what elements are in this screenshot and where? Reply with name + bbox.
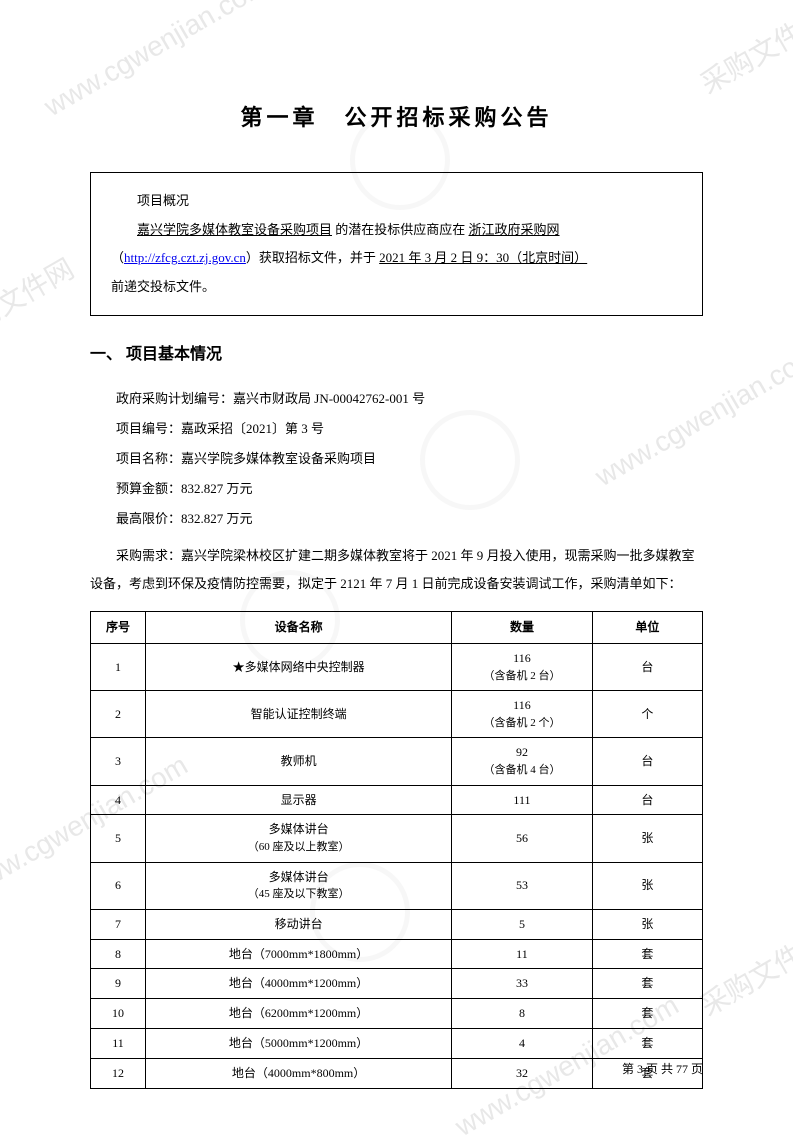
cell-seq: 9 — [91, 969, 146, 999]
overview-text: 嘉兴学院多媒体教室设备采购项目 的潜在投标供应商应在 浙江政府采购网 — [111, 216, 682, 245]
cell-name: 地台（4000mm*800mm） — [146, 1058, 452, 1088]
overview-project-name: 嘉兴学院多媒体教室设备采购项目 — [137, 222, 332, 237]
cell-unit: 套 — [592, 1028, 702, 1058]
cell-unit: 张 — [592, 909, 702, 939]
cell-unit: 台 — [592, 644, 702, 691]
cell-name: 多媒体讲台（45 座及以下教室） — [146, 862, 452, 909]
procurement-link[interactable]: http://zfcg.czt.zj.gov.cn — [124, 250, 246, 265]
cell-name: 教师机 — [146, 738, 452, 785]
proj-name-line: 项目名称：嘉兴学院多媒体教室设备采购项目 — [90, 444, 703, 474]
th-unit: 单位 — [592, 612, 702, 644]
cell-unit: 张 — [592, 815, 702, 862]
cell-qty: 8 — [452, 999, 593, 1029]
project-info: 政府采购计划编号：嘉兴市财政局 JN-00042762-001 号 项目编号：嘉… — [90, 384, 703, 533]
budget-line: 预算金额：832.827 万元 — [90, 474, 703, 504]
cell-seq: 4 — [91, 785, 146, 815]
cell-seq: 8 — [91, 939, 146, 969]
table-row: 4显示器111台 — [91, 785, 703, 815]
cell-seq: 6 — [91, 862, 146, 909]
cell-qty: 92（含备机 4 台） — [452, 738, 593, 785]
cell-unit: 套 — [592, 999, 702, 1029]
requirement-text: 采购需求：嘉兴学院梁林校区扩建二期多媒体教室将于 2021 年 9 月投入使用，… — [90, 542, 703, 599]
th-qty: 数量 — [452, 612, 593, 644]
cell-name: 移动讲台 — [146, 909, 452, 939]
table-row: 3教师机92（含备机 4 台）台 — [91, 738, 703, 785]
cell-qty: 111 — [452, 785, 593, 815]
cell-seq: 12 — [91, 1058, 146, 1088]
cell-name: 地台（4000mm*1200mm） — [146, 969, 452, 999]
cell-unit: 套 — [592, 969, 702, 999]
table-row: 7移动讲台5张 — [91, 909, 703, 939]
table-row: 5多媒体讲台（60 座及以上教室）56张 — [91, 815, 703, 862]
cell-unit: 套 — [592, 1058, 702, 1088]
cell-seq: 2 — [91, 691, 146, 738]
cell-name: 显示器 — [146, 785, 452, 815]
cell-name: 智能认证控制终端 — [146, 691, 452, 738]
table-row: 6多媒体讲台（45 座及以下教室）53张 — [91, 862, 703, 909]
cell-name: ★多媒体网络中央控制器 — [146, 644, 452, 691]
section-1-heading: 一、 项目基本情况 — [90, 340, 703, 364]
cell-qty: 5 — [452, 909, 593, 939]
max-line: 最高限价：832.827 万元 — [90, 504, 703, 534]
cell-qty: 53 — [452, 862, 593, 909]
cell-qty: 116（含备机 2 台） — [452, 644, 593, 691]
cell-unit: 台 — [592, 738, 702, 785]
table-row: 9地台（4000mm*1200mm）33套 — [91, 969, 703, 999]
cell-name: 地台（7000mm*1800mm） — [146, 939, 452, 969]
cell-seq: 10 — [91, 999, 146, 1029]
cell-qty: 56 — [452, 815, 593, 862]
cell-name: 多媒体讲台（60 座及以上教室） — [146, 815, 452, 862]
cell-name: 地台（5000mm*1200mm） — [146, 1028, 452, 1058]
cell-qty: 33 — [452, 969, 593, 999]
cell-unit: 个 — [592, 691, 702, 738]
cell-qty: 116（含备机 2 个） — [452, 691, 593, 738]
table-row: 8地台（7000mm*1800mm）11套 — [91, 939, 703, 969]
table-row: 12地台（4000mm*800mm）32套 — [91, 1058, 703, 1088]
overview-site-name: 浙江政府采购网 — [469, 222, 560, 237]
plan-no-line: 政府采购计划编号：嘉兴市财政局 JN-00042762-001 号 — [90, 384, 703, 414]
cell-seq: 11 — [91, 1028, 146, 1058]
table-row: 2智能认证控制终端116（含备机 2 个）个 — [91, 691, 703, 738]
overview-t1: 的潜在投标供应商应在 — [332, 222, 469, 237]
cell-qty: 11 — [452, 939, 593, 969]
cell-qty: 4 — [452, 1028, 593, 1058]
cell-seq: 7 — [91, 909, 146, 939]
table-row: 11地台（5000mm*1200mm）4套 — [91, 1028, 703, 1058]
chapter-title: 第一章 公开招标采购公告 — [90, 100, 703, 132]
cell-seq: 3 — [91, 738, 146, 785]
cell-unit: 台 — [592, 785, 702, 815]
overview-label: 项目概况 — [111, 187, 682, 216]
table-row: 1★多媒体网络中央控制器116（含备机 2 台）台 — [91, 644, 703, 691]
cell-name: 地台（6200mm*1200mm） — [146, 999, 452, 1029]
overview-t2: ）获取招标文件，并于 — [246, 250, 379, 265]
cell-unit: 张 — [592, 862, 702, 909]
table-row: 10地台（6200mm*1200mm）8套 — [91, 999, 703, 1029]
equipment-table: 序号 设备名称 数量 单位 1★多媒体网络中央控制器116（含备机 2 台）台2… — [90, 611, 703, 1089]
table-header-row: 序号 设备名称 数量 单位 — [91, 612, 703, 644]
cell-unit: 套 — [592, 939, 702, 969]
th-seq: 序号 — [91, 612, 146, 644]
proj-no-line: 项目编号：嘉政采招〔2021〕第 3 号 — [90, 414, 703, 444]
th-name: 设备名称 — [146, 612, 452, 644]
cell-seq: 5 — [91, 815, 146, 862]
cell-seq: 1 — [91, 644, 146, 691]
overview-deadline: 2021 年 3 月 2 日 9：30（北京时间） — [379, 250, 587, 265]
cell-qty: 32 — [452, 1058, 593, 1088]
project-overview-box: 项目概况 嘉兴学院多媒体教室设备采购项目 的潜在投标供应商应在 浙江政府采购网 … — [90, 172, 703, 316]
overview-text-2: （http://zfcg.czt.zj.gov.cn）获取招标文件，并于 202… — [111, 244, 682, 273]
overview-text-3: 前递交投标文件。 — [111, 273, 682, 302]
